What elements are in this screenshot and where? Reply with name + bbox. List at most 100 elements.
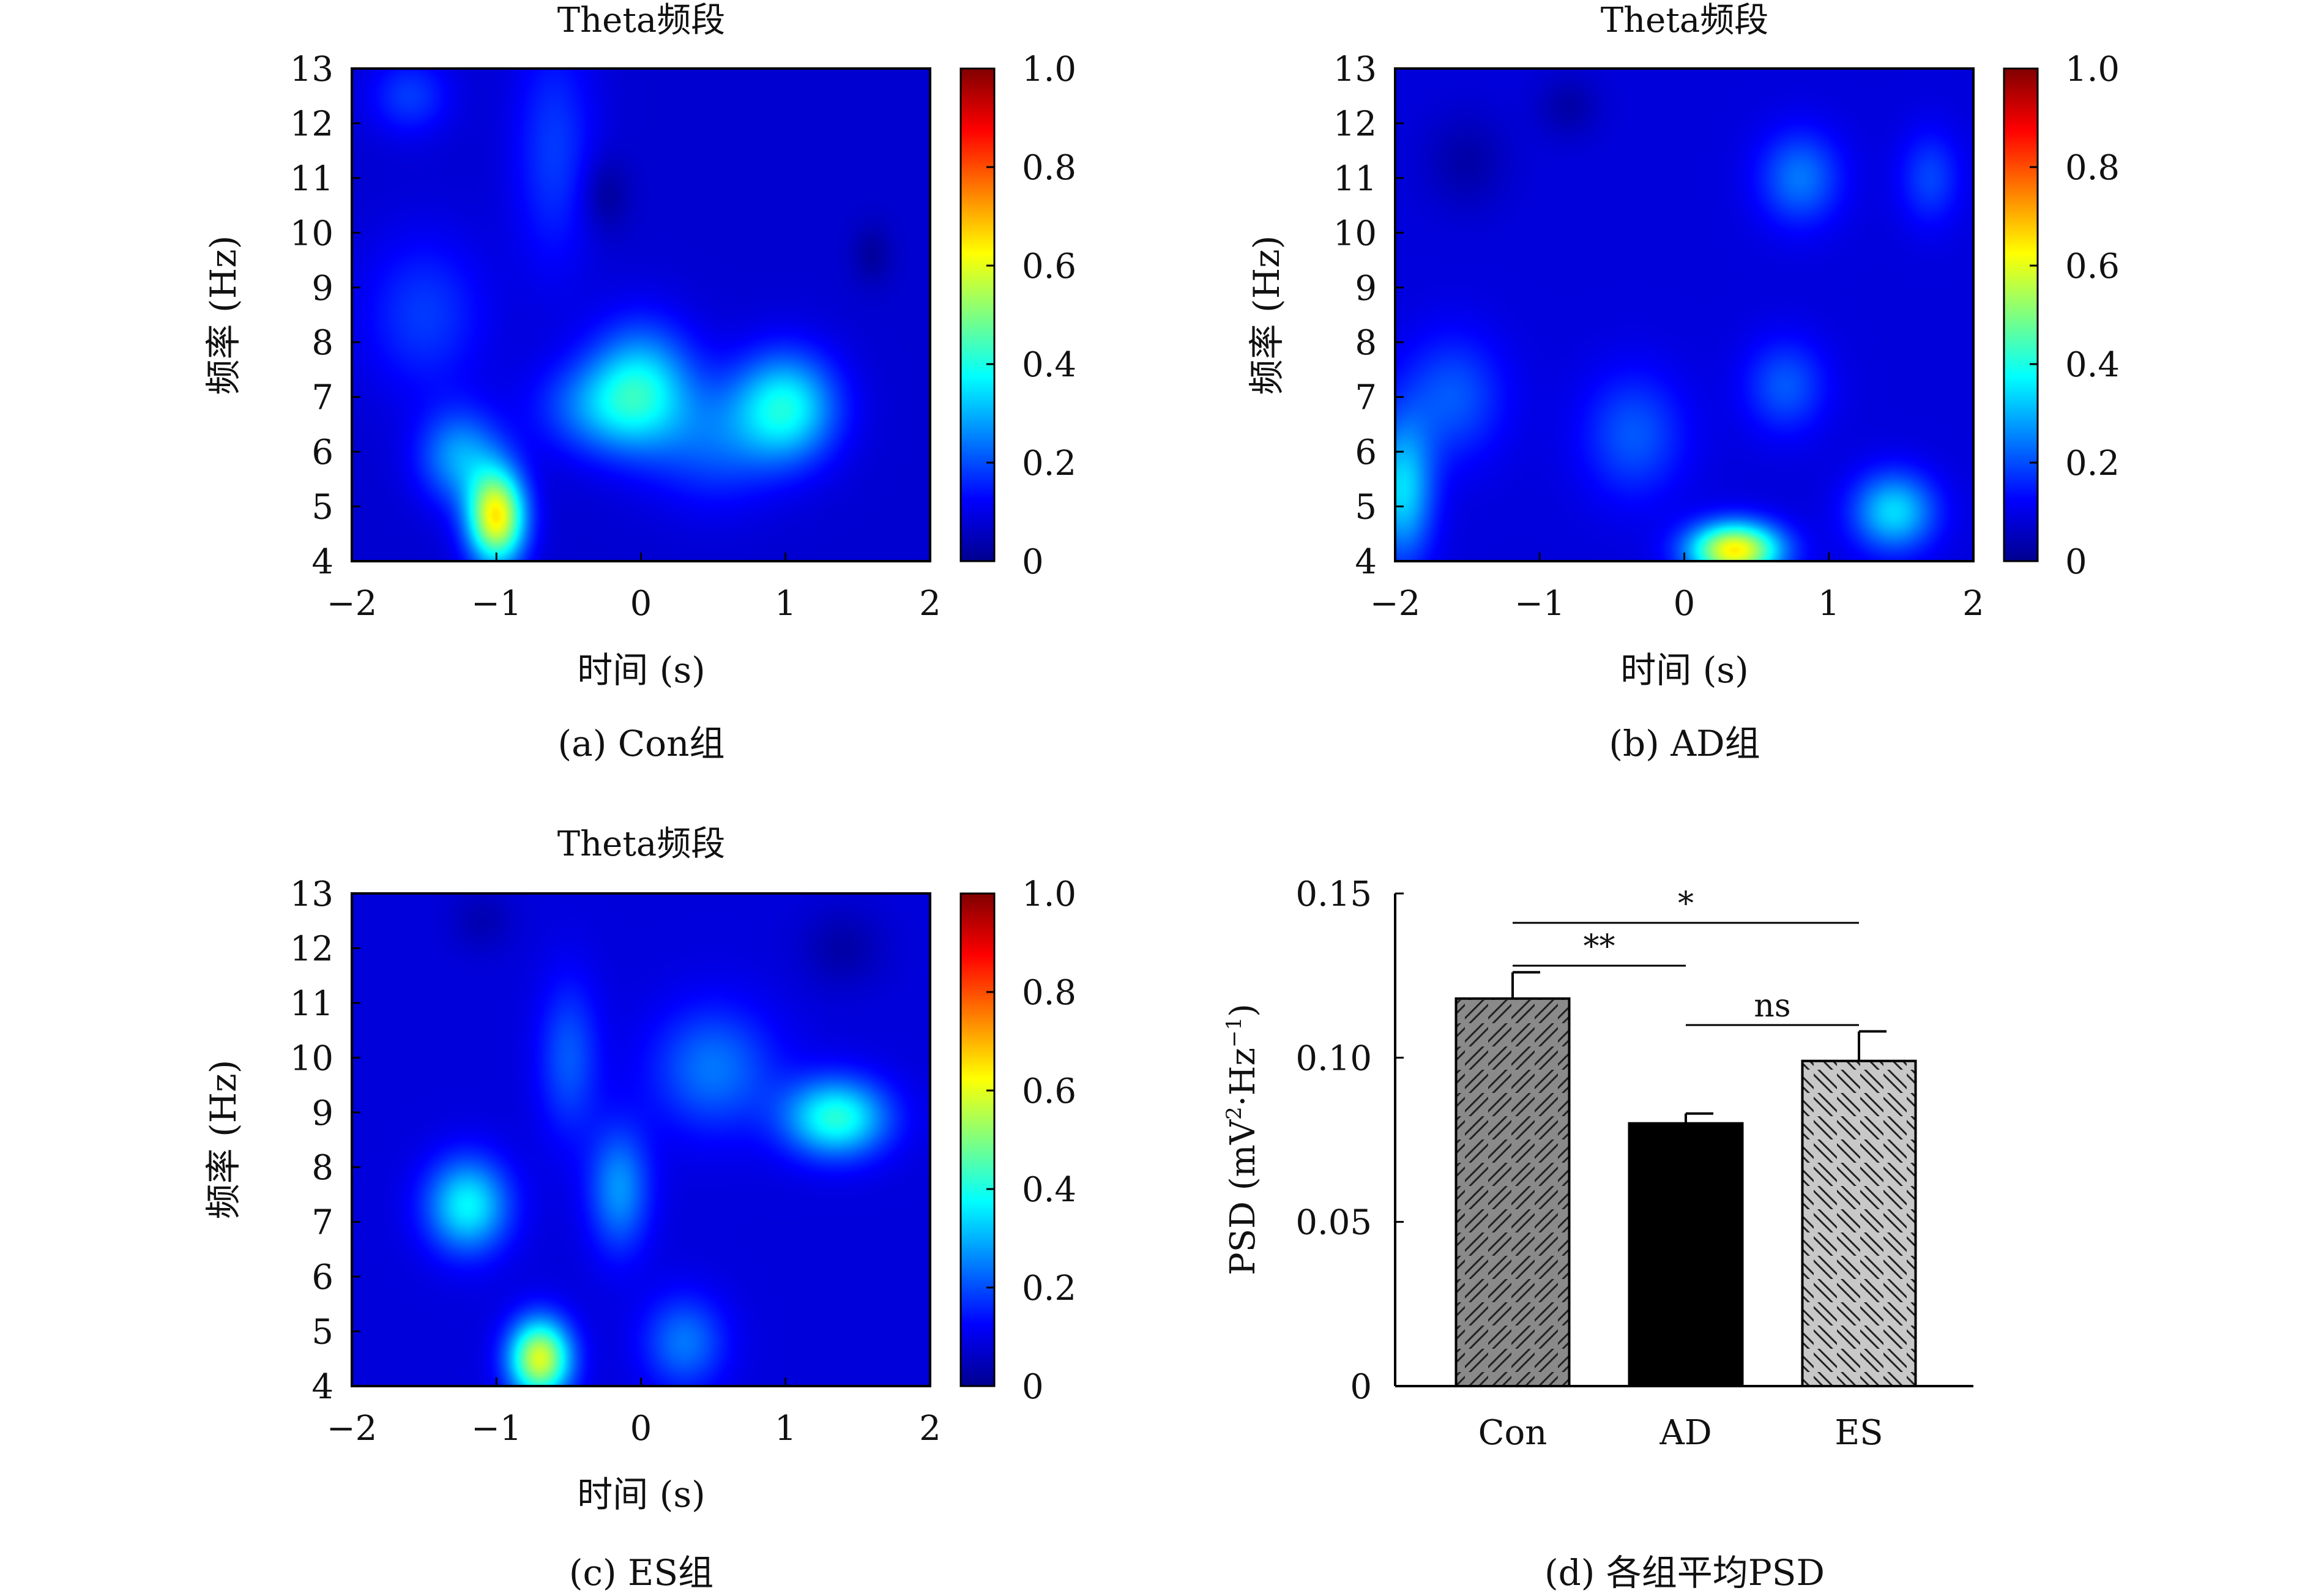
panel-b-cbtick-label: 0.4 [2065, 345, 2120, 385]
panel-a-x-ticks: −2 −1 0 1 2 [327, 553, 941, 624]
panel-a-y-ticks: 13 12 11 10 9 8 7 6 5 4 [290, 50, 360, 582]
panel-a-ytick-label: 11 [290, 159, 333, 199]
panel-b-title: Theta频段 [1601, 1, 1768, 40]
panel-c-title: Theta频段 [557, 824, 725, 864]
panel-a-cbtick-label: 0.4 [1022, 345, 1076, 385]
bar-marks: Con AD ES [1454, 971, 1917, 1453]
panel-c-cbtick-label: 0.8 [1022, 973, 1076, 1013]
panel-b-cbtick-label: 0.6 [2065, 247, 2120, 286]
bar-ylabel-main: PSD (mV [1223, 1119, 1263, 1275]
panel-a-ylabel: 频率 (Hz) [203, 236, 244, 395]
significance-label: ns [1754, 988, 1790, 1024]
panel-c-ytick-label: 9 [311, 1094, 333, 1133]
panel-b-ylabel: 频率 (Hz) [1246, 236, 1287, 395]
panel-b-ytick-label: 7 [1355, 378, 1377, 418]
panel-b-caption: (b) AD组 [1609, 723, 1760, 764]
panel-a-title: Theta频段 [557, 1, 725, 40]
panel-a-ytick-label: 9 [311, 269, 333, 308]
panel-c-y-ticks: 13 12 11 10 9 8 7 6 5 4 [290, 874, 360, 1407]
panel-b-ytick-label: 11 [1333, 159, 1377, 199]
panel-b-y-ticks: 13 12 11 10 9 8 7 6 5 4 [1333, 50, 1404, 582]
panel-b-ytick-label: 10 [1333, 214, 1377, 253]
panel-a-xlabel: 时间 (s) [577, 649, 705, 691]
panel-b-xtick-label: 2 [1962, 584, 1984, 624]
panel-b-x-ticks: −2 −1 0 1 2 [1370, 553, 1984, 624]
significance-label: ** [1584, 928, 1615, 965]
panel-c-xtick-label: −2 [327, 1409, 378, 1449]
bar-y-ticks: 0.15 0.10 0.05 0 [1295, 874, 1404, 1407]
panel-c-ytick-label: 8 [311, 1148, 333, 1188]
bar-category-label: Con [1478, 1413, 1548, 1453]
bar-ytick-label: 0.10 [1295, 1039, 1372, 1078]
bar-category-label: ES [1834, 1413, 1883, 1453]
panel-c-caption: (c) ES组 [569, 1552, 713, 1594]
panel-b-xtick-label: 1 [1818, 584, 1840, 624]
panel-b-ytick-label: 5 [1355, 488, 1377, 528]
panel-c-ytick-label: 6 [311, 1258, 333, 1297]
bar-es [1801, 1059, 1917, 1387]
panel-d-caption: (d) 各组平均PSD [1544, 1552, 1825, 1594]
panel-c-ylabel: 频率 (Hz) [203, 1060, 244, 1220]
panel-c-cbtick-label: 0.4 [1022, 1170, 1076, 1210]
panel-a-colorbar [959, 67, 996, 562]
panel-a-cbtick-label: 0 [1022, 542, 1044, 582]
panel-c-xtick-label: −1 [471, 1409, 522, 1449]
panel-b-heatmap-image [1395, 69, 1973, 561]
panel-b-cbtick-label: 0.2 [2065, 444, 2120, 483]
panel-a-ytick-label: 6 [311, 433, 333, 472]
panel-c-colorbar-ticks: 1.0 0.8 0.6 0.4 0.2 0 [986, 874, 1076, 1407]
panel-b-xlabel: 时间 (s) [1620, 649, 1748, 691]
bar-ylabel-mid: ·Hz [1223, 1048, 1263, 1106]
bar-significance: ***ns [1513, 886, 1859, 1026]
panel-c-cbtick-label: 0 [1022, 1367, 1044, 1407]
bar-ylabel-sup2: −1 [1222, 1017, 1246, 1048]
panel-b-cbtick-label: 0.8 [2065, 148, 2120, 188]
panel-a-ytick-label: 7 [311, 378, 333, 418]
panel-c-ytick-label: 7 [311, 1203, 333, 1243]
panel-b-colorbar-ticks: 1.0 0.8 0.6 0.4 0.2 0 [2030, 50, 2120, 582]
panel-b-xtick-label: 0 [1674, 584, 1696, 624]
panel-a-ytick-label: 5 [311, 488, 333, 528]
panel-b-ytick-label: 8 [1355, 323, 1377, 363]
bar-con [1454, 997, 1571, 1387]
panel-c-ytick-label: 12 [290, 929, 333, 969]
bar-ytick-label: 0.05 [1295, 1203, 1372, 1243]
panel-c-xlabel: 时间 (s) [577, 1474, 705, 1515]
panel-b-cbtick-label: 1.0 [2065, 50, 2120, 89]
panel-c-ytick-label: 11 [290, 984, 333, 1024]
panel-c-xtick-label: 0 [630, 1409, 652, 1449]
panel-c-heatmap-image [352, 893, 930, 1386]
panel-b-ytick-label: 4 [1355, 542, 1377, 582]
panel-b-ytick-label: 9 [1355, 269, 1377, 308]
panel-a-cbtick-label: 0.8 [1022, 148, 1076, 188]
panel-b-cbtick-label: 0 [2065, 542, 2087, 582]
panel-a-xtick-label: 1 [775, 584, 797, 624]
panel-a-xtick-label: −1 [471, 584, 522, 624]
panel-a-ytick-label: 12 [290, 104, 333, 144]
panel-a-caption: (a) Con组 [558, 723, 725, 764]
panel-c-cbtick-label: 0.6 [1022, 1072, 1076, 1111]
panel-b-ytick-label: 12 [1333, 104, 1377, 144]
bar-category-label: AD [1659, 1413, 1711, 1453]
panel-a-colorbar-ticks: 1.0 0.8 0.6 0.4 0.2 0 [986, 50, 1076, 582]
bar-ylabel-sup1: 2 [1222, 1106, 1246, 1120]
panel-a-xtick-label: 2 [919, 584, 941, 624]
panel-a-xtick-label: −2 [327, 584, 378, 624]
panel-a-xtick-label: 0 [630, 584, 652, 624]
bar-panel-d: 0.150.100.050 Con AD ES ***ns PSD (mV2·Hz−… [1222, 874, 1973, 1594]
panel-a-cbtick-label: 1.0 [1022, 50, 1076, 89]
panel-c-xtick-label: 2 [919, 1409, 941, 1449]
panel-b-colorbar [2003, 67, 2039, 562]
panel-c-cbtick-label: 1.0 [1022, 874, 1076, 914]
panel-b-ytick-label: 6 [1355, 433, 1377, 472]
bar-ytick-label: 0.15 [1295, 874, 1372, 914]
panel-a-ytick-label: 8 [311, 323, 333, 363]
panel-c-ytick-label: 4 [311, 1367, 333, 1407]
panel-a-cbtick-label: 0.6 [1022, 247, 1076, 286]
panel-a-heatmap-image [352, 69, 930, 561]
